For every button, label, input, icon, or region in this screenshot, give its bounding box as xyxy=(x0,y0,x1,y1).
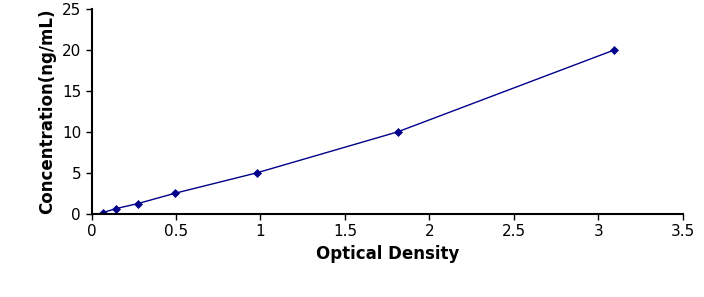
X-axis label: Optical Density: Optical Density xyxy=(315,245,459,263)
Y-axis label: Concentration(ng/mL): Concentration(ng/mL) xyxy=(38,9,56,214)
